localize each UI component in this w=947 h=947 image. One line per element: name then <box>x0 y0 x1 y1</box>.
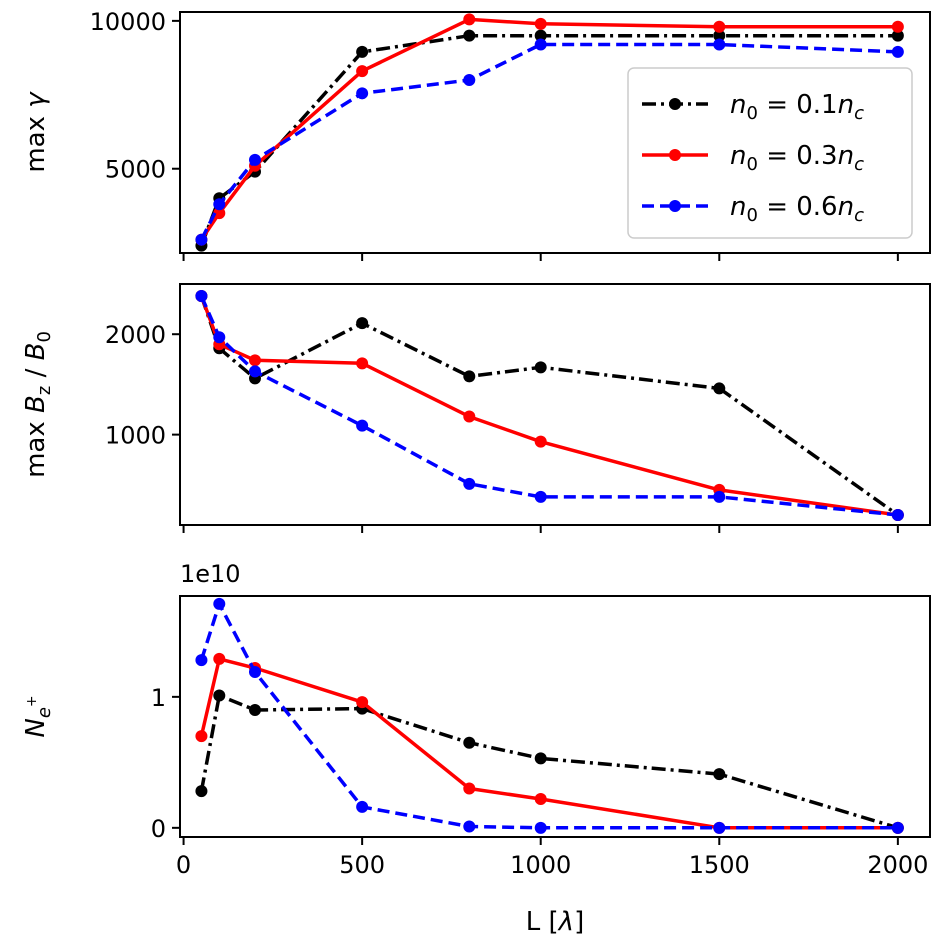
data-point <box>713 490 726 503</box>
data-point <box>891 821 904 834</box>
data-point <box>213 597 226 610</box>
data-point <box>534 490 547 503</box>
series-line-2 <box>199 295 899 517</box>
data-point <box>534 752 547 765</box>
data-point <box>249 354 261 367</box>
y-tick-label: 1000 <box>105 422 166 450</box>
y-tick-label: 10000 <box>90 8 166 36</box>
series-line-1 <box>199 295 899 517</box>
y-axis-label: Ne+ <box>21 695 55 737</box>
series-line-3 <box>199 295 899 517</box>
y-axis-label: max Bz / B0 <box>21 331 55 478</box>
data-point <box>213 198 226 211</box>
data-point <box>463 29 476 42</box>
legend-label: n0 = 0.3nc <box>730 141 864 175</box>
data-point <box>195 654 208 667</box>
data-point <box>249 665 261 678</box>
x-tick-label: 500 <box>339 851 385 879</box>
plot-frame <box>179 283 931 526</box>
data-point <box>213 331 226 344</box>
data-point <box>463 736 476 749</box>
data-point <box>213 207 226 220</box>
legend: n0 = 0.1nc n0 = 0.3nc n0 = 0.6nc <box>627 67 913 239</box>
data-point <box>534 17 547 30</box>
data-point <box>534 821 547 834</box>
x-tick-label: 1500 <box>689 851 750 879</box>
data-point <box>356 317 369 330</box>
data-point <box>356 357 369 370</box>
legend-label: n0 = 0.1nc <box>730 90 864 124</box>
data-point <box>891 45 904 58</box>
data-point <box>713 29 726 42</box>
legend-marker <box>669 98 681 110</box>
y-tick-label: 2000 <box>105 321 166 349</box>
y-tick-label: 5000 <box>105 156 166 184</box>
data-point <box>891 508 904 521</box>
data-point <box>195 233 208 246</box>
data-point <box>463 820 476 833</box>
plot-frame <box>179 595 931 838</box>
data-point <box>463 782 476 795</box>
y-axis-label: max γ <box>21 91 51 173</box>
data-point <box>213 652 226 665</box>
data-point <box>713 38 726 51</box>
x-tick-label: 1000 <box>510 851 571 879</box>
plot-frame <box>179 11 931 254</box>
legend-marker <box>669 149 681 161</box>
panel-2: 1000 2000 max Bz / B0 <box>21 283 931 533</box>
data-point <box>249 365 261 378</box>
series-line-2 <box>199 657 898 830</box>
legend-label: n0 = 0.6nc <box>730 192 864 226</box>
x-axis-label: L [λ] <box>526 907 584 937</box>
data-point <box>195 785 208 798</box>
panel-3: 0 500 1000 1500 2000 0 1 1e10 Ne+ <box>21 560 931 879</box>
legend-box <box>627 67 913 239</box>
data-point <box>534 435 547 448</box>
data-point <box>356 87 369 100</box>
data-point <box>195 730 208 743</box>
data-point <box>249 703 261 716</box>
data-point <box>213 689 226 702</box>
data-point <box>356 419 369 432</box>
data-point <box>534 793 547 806</box>
x-tick-label: 2000 <box>867 851 928 879</box>
legend-marker <box>669 200 681 212</box>
y-tick-label: 0 <box>151 815 166 843</box>
data-point <box>891 29 904 42</box>
data-point <box>463 74 476 87</box>
data-point <box>356 800 369 813</box>
data-point <box>534 361 547 374</box>
data-point <box>463 410 476 423</box>
data-point <box>463 13 476 26</box>
data-point <box>713 768 726 781</box>
data-point <box>356 45 369 58</box>
data-point <box>356 696 369 709</box>
series-line-3 <box>199 42 898 241</box>
data-point <box>891 20 904 33</box>
data-point <box>463 370 476 383</box>
series-line-1 <box>199 693 899 830</box>
data-point <box>463 477 476 490</box>
data-point <box>713 20 726 33</box>
data-point <box>534 38 547 51</box>
data-point <box>713 821 726 834</box>
series-line-2 <box>199 17 898 241</box>
data-point <box>713 382 726 395</box>
data-point <box>534 29 547 42</box>
series-line-3 <box>199 602 898 830</box>
y-offset-text: 1e10 <box>180 560 241 588</box>
data-point <box>195 290 208 303</box>
data-point <box>356 65 369 78</box>
data-point <box>249 153 261 166</box>
y-tick-label: 1 <box>151 684 166 712</box>
x-tick-label: 0 <box>176 851 191 879</box>
